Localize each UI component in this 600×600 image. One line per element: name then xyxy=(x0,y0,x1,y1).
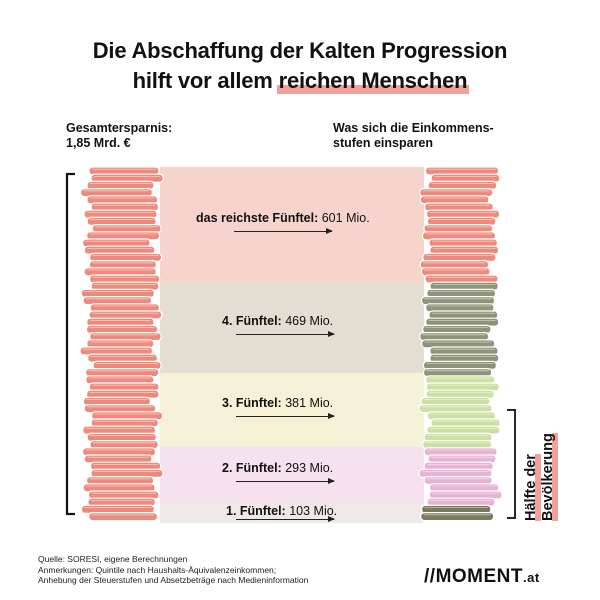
quintile-label-5: 1. Fünftel: 103 Mio. xyxy=(226,504,337,518)
title-line-1: Die Abschaffung der Kalten Progression xyxy=(92,38,508,63)
coin-right-q3 xyxy=(418,404,493,414)
coin-left xyxy=(80,188,153,198)
quintile-value: 293 Mio. xyxy=(285,460,334,475)
quintile-arrow-2 xyxy=(236,331,335,338)
coin-left xyxy=(86,432,157,442)
title-line-2-prefix: hilft vor allem xyxy=(132,68,279,93)
title-line-2: hilft vor allem reichen Menschen xyxy=(0,66,600,96)
coin-left xyxy=(83,454,153,464)
half-population-line-2: Bevölkerung xyxy=(540,433,556,521)
quintile-arrow-5 xyxy=(236,516,335,523)
coin-left xyxy=(83,245,156,255)
total-savings-label: Gesamtersparnis: 1,85 Mrd. € xyxy=(66,121,172,151)
coin-right-q4 xyxy=(423,461,494,471)
moment-logo: //MOMENT.at xyxy=(424,566,540,588)
quintile-label-3: 3. Fünftel: 381 Mio. xyxy=(222,396,333,410)
coin-left xyxy=(91,411,164,421)
coin-left xyxy=(85,375,155,385)
coin-right-q2 xyxy=(428,310,499,320)
quintile-band-3 xyxy=(160,373,424,447)
footnote: Quelle: SORESI, eigene Berechnungen Anme… xyxy=(38,554,308,586)
logo-main: MOMENT xyxy=(435,566,523,587)
coin-right-q5 xyxy=(420,511,495,522)
coin-left xyxy=(85,476,155,486)
quintile-arrow-3 xyxy=(236,412,335,419)
total-savings-caption: Gesamtersparnis: xyxy=(66,121,173,135)
logo-suffix: .at xyxy=(523,570,540,585)
quintile-savings-caption-2: stufen einsparen xyxy=(333,136,434,150)
quintile-band-5 xyxy=(160,503,424,523)
coin-left xyxy=(83,209,158,219)
quintile-name: 4. Fünftel: xyxy=(222,314,286,329)
chart-title: Die Abschaffung der Kalten Progression h… xyxy=(0,36,600,96)
coin-right-q1 xyxy=(419,195,490,205)
coin-right-q3 xyxy=(426,411,496,421)
coin-left xyxy=(86,317,155,327)
coin-right-q2 xyxy=(429,346,499,356)
quintile-band-1 xyxy=(160,167,424,283)
coin-left xyxy=(89,332,162,342)
quintile-arrow-1 xyxy=(234,227,333,234)
quintile-value: 469 Mio. xyxy=(285,314,334,329)
coin-right-q2 xyxy=(420,296,496,306)
quintile-value: 381 Mio. xyxy=(285,395,334,410)
total-savings-value: 1,85 Mrd. € xyxy=(66,136,131,150)
quintile-band-4 xyxy=(160,446,424,504)
quintile-name: das reichste Fünftel: xyxy=(196,210,322,225)
coin-right-q1 xyxy=(420,267,491,277)
coin-left xyxy=(90,173,164,183)
quintile-savings-label: Was sich die Einkommens- stufen einspare… xyxy=(333,121,494,151)
half-population-label: Hälfte der Bevölkerung xyxy=(523,371,563,521)
quintile-band-2 xyxy=(160,282,424,374)
coin-left xyxy=(82,425,157,435)
quintile-label-4: 2. Fünftel: 293 Mio. xyxy=(222,461,333,475)
quintile-savings-caption-1: Was sich die Einkommens- xyxy=(333,121,494,135)
coin-left xyxy=(90,281,160,291)
coin-right-q1 xyxy=(421,231,497,241)
quintile-name: 1. Fünftel: xyxy=(226,504,290,519)
coin-left xyxy=(85,324,159,334)
coin-left xyxy=(89,252,163,262)
coin-left xyxy=(80,288,155,298)
quintile-value: 103 Mio. xyxy=(289,504,338,519)
title-highlight: reichen Menschen xyxy=(276,66,470,96)
coin-right-q1 xyxy=(427,180,498,190)
coin-right-q3 xyxy=(425,375,496,385)
coin-left xyxy=(88,511,159,522)
coin-right-q3 xyxy=(420,396,491,406)
coin-left xyxy=(86,195,159,205)
half-population-line-1: Hälfte der xyxy=(523,454,539,521)
coin-right-q1 xyxy=(422,252,497,262)
quintile-label-2: 4. Fünftel: 469 Mio. xyxy=(222,314,333,328)
quintile-name: 3. Fünftel: xyxy=(222,395,286,410)
coin-right-q2 xyxy=(425,317,500,327)
footnote-source: Quelle: SORESI, eigene Berechnungen xyxy=(38,554,188,564)
footnote-note-2: Anhebung der Steuerstufen und Absetzbetr… xyxy=(38,575,309,585)
quintile-arrow-4 xyxy=(236,477,335,484)
quintile-value: 601 Mio. xyxy=(321,210,370,225)
coin-right-q3 xyxy=(422,440,493,450)
logo-mark: // xyxy=(424,566,436,587)
coin-right-q1 xyxy=(425,209,501,219)
footnote-note-1: Anmerkungen: Quintile nach Haushalts-Äqu… xyxy=(38,564,277,575)
coin-right-q3 xyxy=(423,432,493,442)
quintile-name: 2. Fünftel: xyxy=(222,460,286,475)
quintile-label-1: das reichste Fünftel: 601 Mio. xyxy=(196,211,370,225)
